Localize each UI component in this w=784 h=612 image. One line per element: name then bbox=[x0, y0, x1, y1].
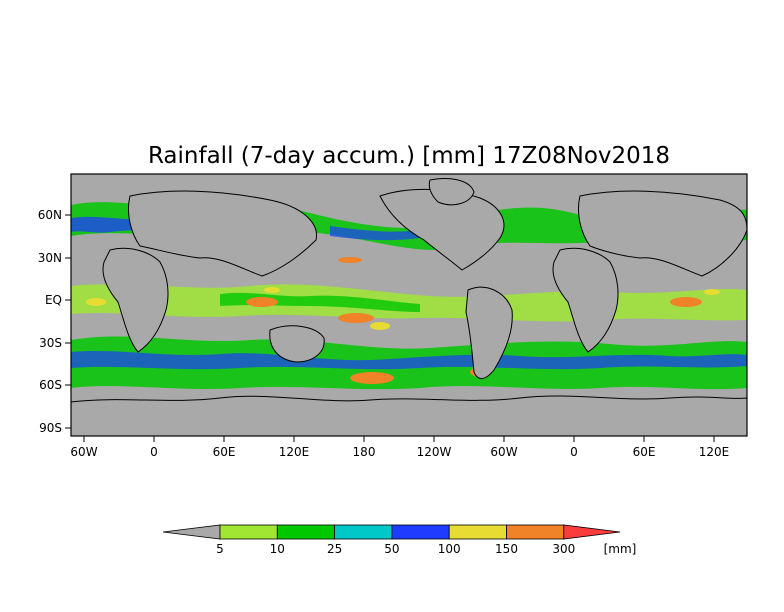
colorbar-bin bbox=[448, 524, 507, 540]
rain-band-tropics-core bbox=[220, 292, 420, 312]
lat-tick-label: EQ bbox=[45, 293, 62, 307]
colorbar: 5 10 25 50 100 150 300 [mm] bbox=[162, 524, 637, 556]
colorbar-bin bbox=[219, 524, 278, 540]
map-title: Rainfall (7-day accum.) [mm] 17Z08Nov201… bbox=[148, 143, 670, 169]
lon-tick-label: 120W bbox=[417, 445, 452, 459]
land-masses bbox=[102, 178, 747, 379]
lon-tick-label: 0 bbox=[570, 445, 578, 459]
heavy-rain-cells bbox=[86, 257, 720, 384]
lat-tick-label: 90S bbox=[39, 421, 62, 435]
colorbar-unit: [mm] bbox=[604, 542, 637, 556]
colorbar-low-arrow bbox=[162, 524, 221, 540]
colorbar-bin bbox=[506, 524, 565, 540]
lat-axis: 60N 30N EQ 30S 60S 90S bbox=[38, 208, 71, 435]
rain-field bbox=[71, 178, 747, 436]
lat-tick-label: 30N bbox=[38, 251, 62, 265]
colorbar-label: 5 bbox=[216, 542, 224, 556]
map-panel: 60N 30N EQ 30S 60S 90S 60W 0 60E 120E 18… bbox=[38, 173, 748, 459]
lon-axis: 60W 0 60E 120E 180 120W 60W 0 60E 120E bbox=[70, 436, 729, 459]
map-frame bbox=[70, 173, 748, 437]
colorbar-label: 100 bbox=[438, 542, 461, 556]
antarctica bbox=[71, 395, 747, 436]
colorbar-label: 10 bbox=[270, 542, 285, 556]
colorbar-label: 25 bbox=[327, 542, 342, 556]
colorbar-bin bbox=[334, 524, 393, 540]
colorbar-label: 150 bbox=[495, 542, 518, 556]
colorbar-bin bbox=[391, 524, 450, 540]
lon-tick-label: 60E bbox=[633, 445, 656, 459]
lat-tick-label: 60S bbox=[39, 378, 62, 392]
lon-tick-label: 60E bbox=[213, 445, 236, 459]
lon-tick-label: 120E bbox=[279, 445, 310, 459]
lon-tick-label: 180 bbox=[353, 445, 376, 459]
rain-band-south-inner bbox=[71, 351, 747, 370]
colorbar-label: 300 bbox=[552, 542, 575, 556]
rain-band-north-pacific bbox=[330, 226, 420, 241]
lon-tick-label: 120E bbox=[699, 445, 730, 459]
lat-tick-label: 30S bbox=[39, 336, 62, 350]
lat-tick-label: 60N bbox=[38, 208, 62, 222]
lon-tick-label: 0 bbox=[150, 445, 158, 459]
colorbar-label: 50 bbox=[384, 542, 399, 556]
lon-tick-label: 60W bbox=[490, 445, 517, 459]
lon-tick-label: 60W bbox=[70, 445, 97, 459]
colorbar-bin bbox=[276, 524, 335, 540]
colorbar-high-arrow bbox=[563, 524, 621, 540]
